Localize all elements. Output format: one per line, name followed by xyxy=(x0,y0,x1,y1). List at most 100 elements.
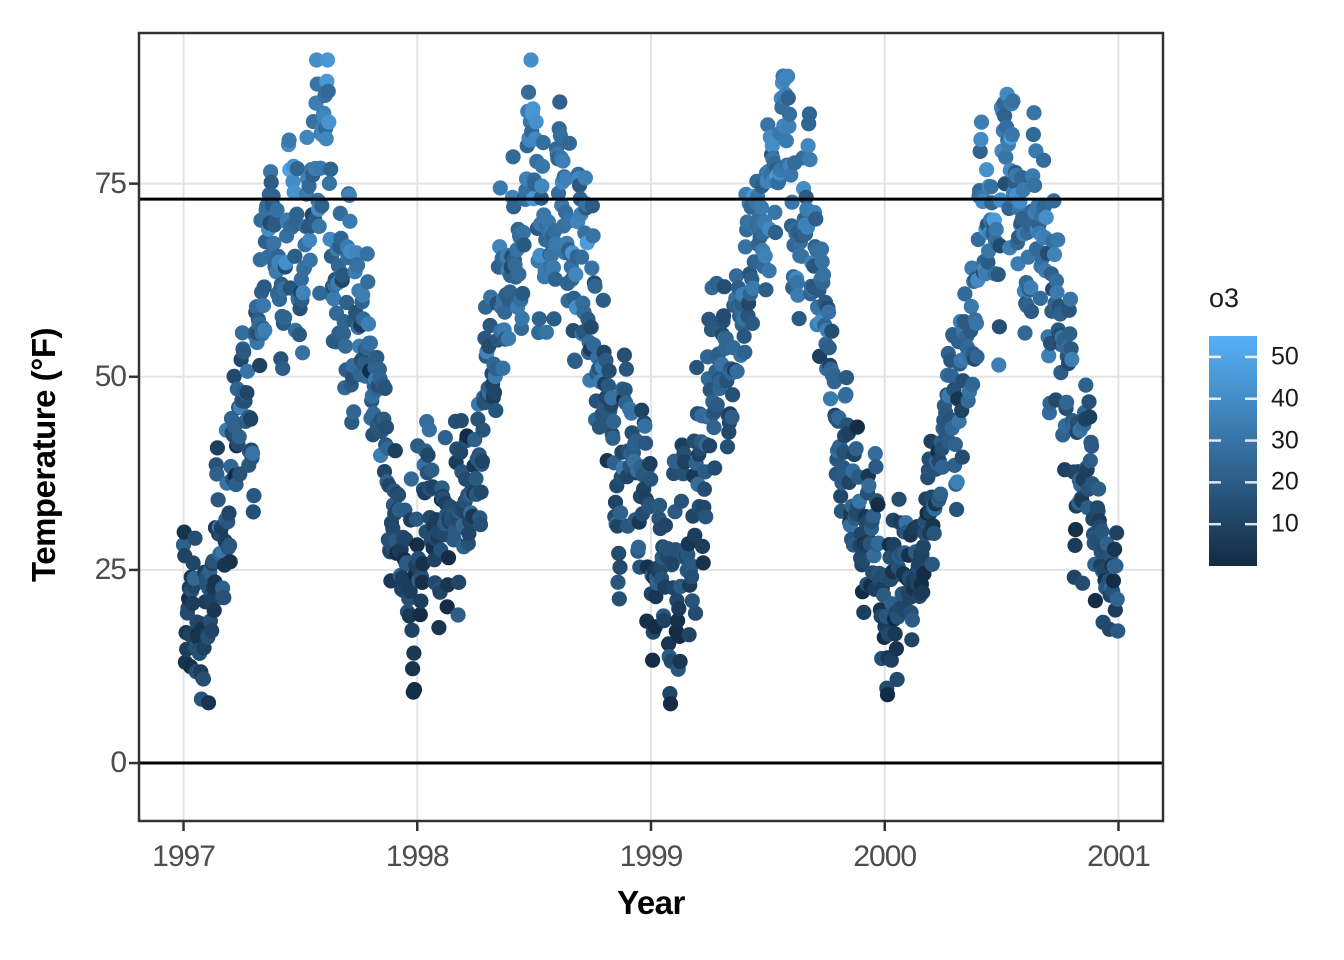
data-point xyxy=(287,248,303,264)
data-point xyxy=(335,267,351,283)
data-point xyxy=(866,548,882,564)
data-point xyxy=(461,525,477,542)
data-point xyxy=(744,315,761,331)
data-point xyxy=(574,249,590,265)
data-point xyxy=(1109,525,1125,541)
x-tick-label-1998: 1998 xyxy=(385,840,450,873)
data-point xyxy=(1023,303,1039,320)
data-point xyxy=(246,488,262,504)
data-point xyxy=(204,623,220,639)
data-point xyxy=(671,601,687,617)
data-point xyxy=(319,52,336,68)
data-point xyxy=(468,471,484,487)
data-point xyxy=(745,280,761,296)
data-point xyxy=(275,360,291,376)
data-point xyxy=(584,198,601,214)
data-point xyxy=(314,198,330,214)
data-point xyxy=(694,538,711,555)
data-point xyxy=(516,237,532,253)
data-point xyxy=(990,266,1006,283)
data-point xyxy=(1091,481,1107,497)
data-point xyxy=(492,180,508,196)
data-point xyxy=(790,287,806,303)
data-point xyxy=(889,671,905,688)
data-point xyxy=(672,653,688,670)
data-point xyxy=(808,211,824,227)
data-point xyxy=(497,304,513,320)
data-point xyxy=(184,595,201,612)
data-point xyxy=(486,384,503,401)
data-point xyxy=(783,167,799,183)
data-point xyxy=(437,430,453,446)
data-point xyxy=(265,188,281,204)
data-point xyxy=(295,285,311,301)
data-point xyxy=(583,319,599,335)
data-point xyxy=(555,153,571,169)
data-point xyxy=(439,599,455,615)
data-point xyxy=(611,591,627,607)
data-point xyxy=(222,554,238,570)
y-tick-label-75: 75 xyxy=(94,166,127,200)
data-point xyxy=(781,118,797,134)
data-point xyxy=(947,436,963,452)
data-point xyxy=(531,311,547,327)
data-point xyxy=(505,149,521,165)
data-point xyxy=(1046,246,1063,263)
data-point xyxy=(949,501,965,518)
data-point xyxy=(1087,593,1103,609)
reference-lines-layer xyxy=(139,197,1163,765)
data-point xyxy=(728,268,745,284)
data-point xyxy=(758,282,774,298)
data-point xyxy=(781,106,798,122)
data-point xyxy=(420,447,436,463)
data-point xyxy=(1004,126,1020,143)
data-point xyxy=(1049,284,1065,300)
data-point xyxy=(643,471,659,487)
colorbar-gradient xyxy=(1209,336,1257,566)
data-point xyxy=(398,531,414,548)
legend-tick-label-50: 50 xyxy=(1271,342,1299,371)
data-point xyxy=(980,254,996,270)
legend-tick-label-40: 40 xyxy=(1271,384,1299,413)
data-point xyxy=(904,632,920,648)
data-point xyxy=(1067,537,1083,554)
data-point xyxy=(360,316,377,332)
data-point xyxy=(838,386,854,403)
data-point xyxy=(266,235,282,251)
data-point xyxy=(822,391,839,407)
data-point xyxy=(405,661,421,677)
data-point xyxy=(506,199,522,215)
data-point xyxy=(538,324,555,340)
data-point xyxy=(245,445,261,461)
data-point xyxy=(406,645,422,661)
data-point xyxy=(661,636,677,652)
data-point xyxy=(378,419,394,435)
data-point xyxy=(413,593,429,609)
data-point xyxy=(488,402,504,419)
data-point xyxy=(281,132,297,148)
data-point xyxy=(670,613,686,629)
data-point xyxy=(335,326,352,342)
data-point xyxy=(359,246,375,262)
data-point xyxy=(618,361,635,377)
data-point xyxy=(346,404,362,420)
data-point xyxy=(289,206,305,222)
data-point xyxy=(888,641,905,657)
data-point xyxy=(933,486,949,502)
data-point xyxy=(630,539,647,555)
axis-ticks-layer xyxy=(129,182,1120,831)
data-point xyxy=(1015,182,1031,198)
data-point xyxy=(983,179,999,195)
data-point xyxy=(815,267,832,283)
data-point xyxy=(934,459,951,475)
data-point xyxy=(915,584,931,601)
data-point xyxy=(567,353,583,369)
data-point xyxy=(451,574,467,591)
data-point xyxy=(988,221,1004,238)
data-point xyxy=(216,590,232,606)
data-point xyxy=(236,344,252,360)
data-point xyxy=(402,583,418,599)
data-point xyxy=(780,68,796,84)
data-point xyxy=(780,90,796,106)
